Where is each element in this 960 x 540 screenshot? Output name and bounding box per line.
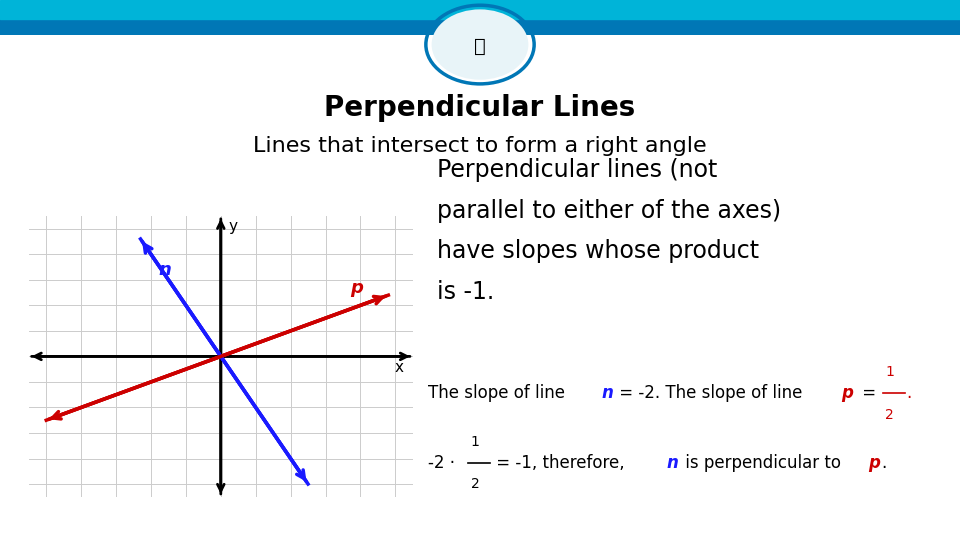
Text: =: = [856, 384, 876, 402]
Text: 2: 2 [470, 477, 480, 491]
Text: have slopes whose product: have slopes whose product [437, 239, 759, 263]
Text: p: p [868, 454, 879, 472]
Bar [0, 0, 960, 19]
Text: is perpendicular to: is perpendicular to [680, 454, 846, 472]
Text: y: y [228, 219, 237, 234]
Text: n: n [158, 261, 171, 279]
Text: -2 ·: -2 · [428, 454, 455, 472]
Text: 1: 1 [885, 365, 895, 379]
Text: n: n [601, 384, 613, 402]
Text: The slope of line: The slope of line [428, 384, 570, 402]
Circle shape [432, 9, 528, 80]
Text: p: p [350, 279, 363, 296]
Text: is -1.: is -1. [437, 280, 494, 303]
Text: parallel to either of the axes): parallel to either of the axes) [437, 199, 780, 222]
Text: Lines that intersect to form a right angle: Lines that intersect to form a right ang… [253, 136, 707, 156]
Text: 2: 2 [885, 408, 894, 422]
Text: 1: 1 [470, 435, 480, 449]
Text: p: p [841, 384, 853, 402]
Text: = -1, therefore,: = -1, therefore, [492, 454, 630, 472]
Text: n: n [667, 454, 679, 472]
Text: x: x [395, 360, 403, 375]
Text: .: . [906, 384, 912, 402]
Text: Perpendicular Lines: Perpendicular Lines [324, 94, 636, 122]
Bar [0, 19, 960, 35]
Text: Perpendicular lines (not: Perpendicular lines (not [437, 158, 717, 182]
Text: .: . [881, 454, 886, 472]
Text: 📖: 📖 [474, 37, 486, 56]
Text: = -2. The slope of line: = -2. The slope of line [613, 384, 807, 402]
